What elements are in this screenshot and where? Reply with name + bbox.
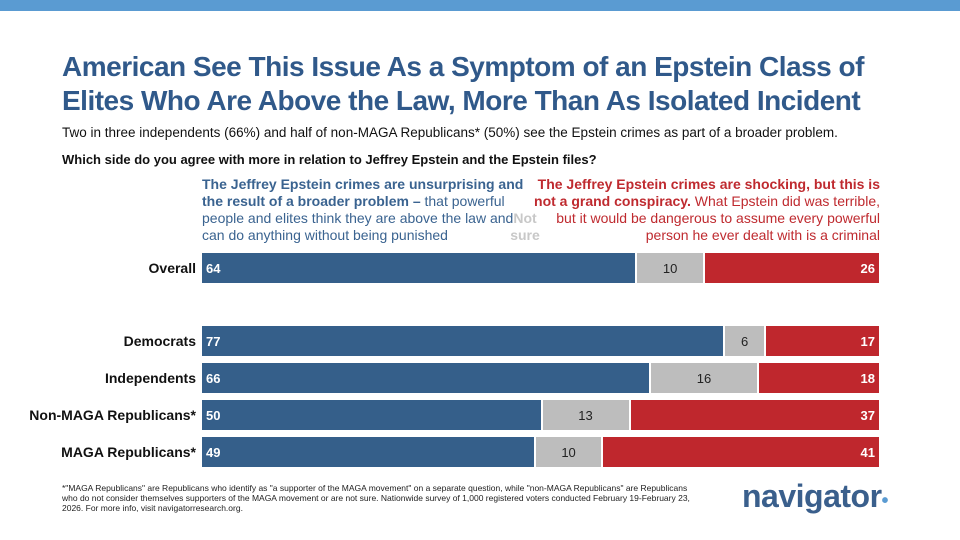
- not-sure-bar: 6: [725, 326, 764, 356]
- broader-problem-bar: 64: [202, 253, 636, 283]
- not-conspiracy-bar: 18: [759, 363, 879, 393]
- row-label: Non-MAGA Republicans*: [29, 407, 196, 423]
- right-statement-bold: The Jeffrey Epstein crimes are shocking,…: [534, 176, 880, 209]
- survey-question: Which side do you agree with more in rel…: [62, 152, 597, 167]
- subtitle: Two in three independents (66%) and half…: [62, 125, 838, 140]
- broader-problem-bar: 77: [202, 326, 724, 356]
- not-sure-bar: 10: [637, 253, 703, 283]
- right-statement: The Jeffrey Epstein crimes are shocking,…: [520, 176, 880, 244]
- not-conspiracy-bar: 41: [603, 437, 879, 467]
- navigator-logo: navigator•: [742, 478, 889, 515]
- left-statement-rest: that powerful people and elites think th…: [202, 193, 514, 243]
- not-sure-label: Not sure: [510, 210, 540, 243]
- broader-problem-bar: 66: [202, 363, 649, 393]
- right-statement-rest: What Epstein did was terrible, but it wo…: [556, 193, 880, 243]
- row-label: Independents: [104, 370, 196, 386]
- not-sure-bar: 10: [535, 437, 602, 467]
- logo-text: navigator: [742, 478, 882, 514]
- not-conspiracy-bar: 26: [704, 253, 879, 283]
- not-sure-bar: 13: [542, 400, 629, 430]
- left-statement: The Jeffrey Epstein crimes are unsurpris…: [202, 176, 532, 244]
- broader-problem-bar: 49: [202, 437, 534, 467]
- row-label: Democrats: [123, 333, 196, 349]
- row-label: Overall: [148, 260, 196, 276]
- not-sure-bar: 16: [650, 363, 758, 393]
- not-conspiracy-bar: 37: [630, 400, 879, 430]
- page-title: American See This Issue As a Symptom of …: [62, 51, 864, 116]
- footnote: *"MAGA Republicans" are Republicans who …: [62, 483, 690, 513]
- broader-problem-bar: 50: [202, 400, 541, 430]
- top-accent-bar: [0, 0, 960, 11]
- row-label: MAGA Republicans*: [61, 444, 196, 460]
- logo-dot: •: [881, 490, 889, 512]
- not-conspiracy-bar: 17: [765, 326, 879, 356]
- left-statement-bold: The Jeffrey Epstein crimes are unsurpris…: [202, 176, 524, 209]
